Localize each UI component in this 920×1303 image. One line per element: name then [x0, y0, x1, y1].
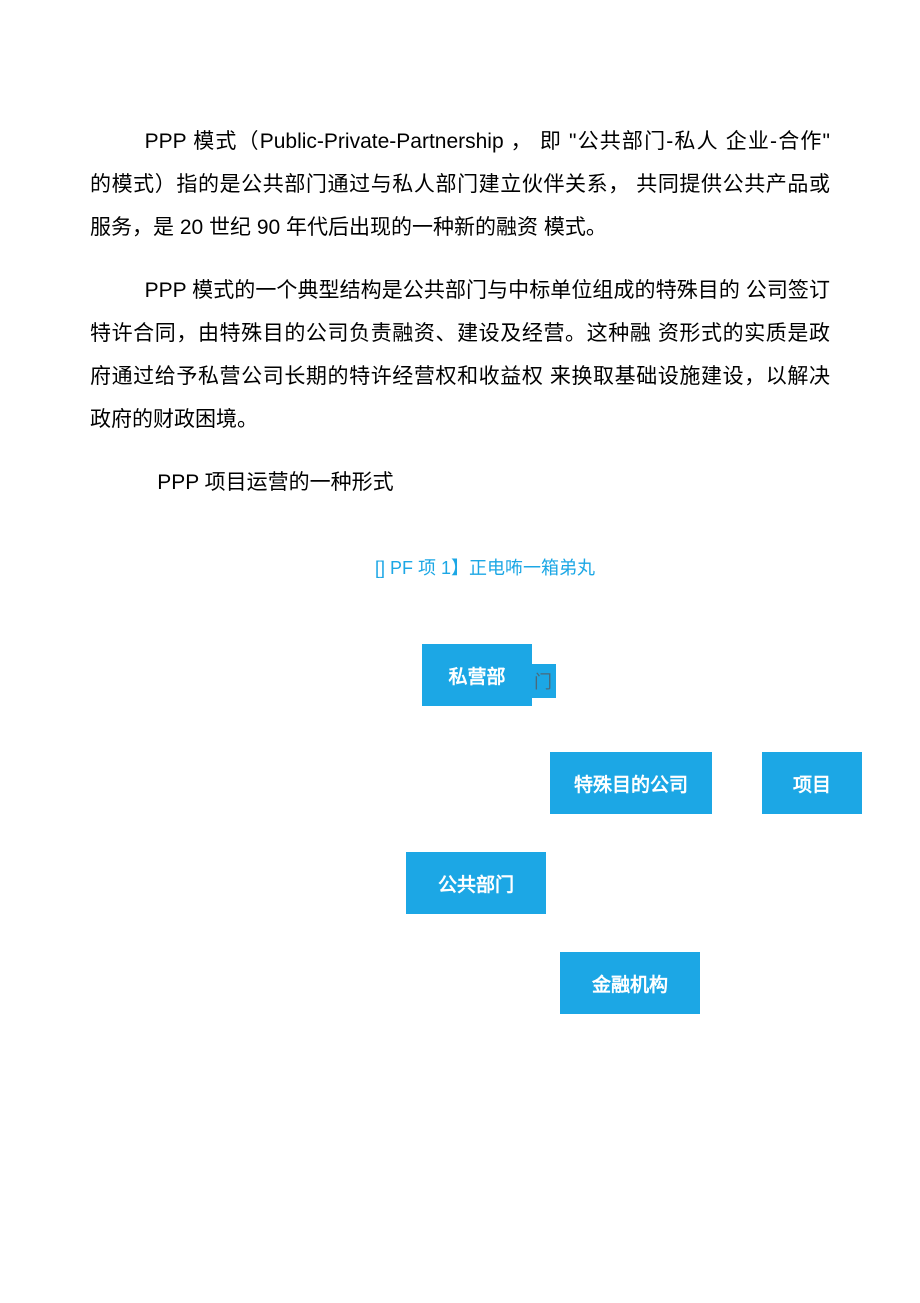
- node-spv: 特殊目的公司: [550, 752, 712, 814]
- bracket-icon: []: [375, 558, 385, 578]
- paragraph-1: PPP 模式（Public-Private-Partnership ， 即 "公…: [90, 120, 830, 249]
- paragraph-2: PPP 模式的一个典型结构是公共部门与中标单位组成的特殊目的 公司签订特许合同，…: [90, 269, 830, 441]
- ppp-diagram: [] PF 项 1】正电咘一箱弟丸 私营部 门 特殊目的公司 项目 公共部门 金…: [90, 554, 830, 1074]
- node-project: 项目: [762, 752, 862, 814]
- node-public-sector: 公共部门: [406, 852, 546, 914]
- document-page: PPP 模式（Public-Private-Partnership ， 即 "公…: [0, 0, 920, 1303]
- diagram-title-text: PF 项 1】正电咘一箱弟丸: [390, 558, 595, 578]
- node-private-sector: 私营部: [422, 644, 532, 706]
- diagram-title: [] PF 项 1】正电咘一箱弟丸: [375, 554, 595, 580]
- paragraph-3: PPP 项目运营的一种形式: [90, 461, 830, 504]
- node-private-sector-suffix: 门: [530, 664, 556, 698]
- node-financial-institution: 金融机构: [560, 952, 700, 1014]
